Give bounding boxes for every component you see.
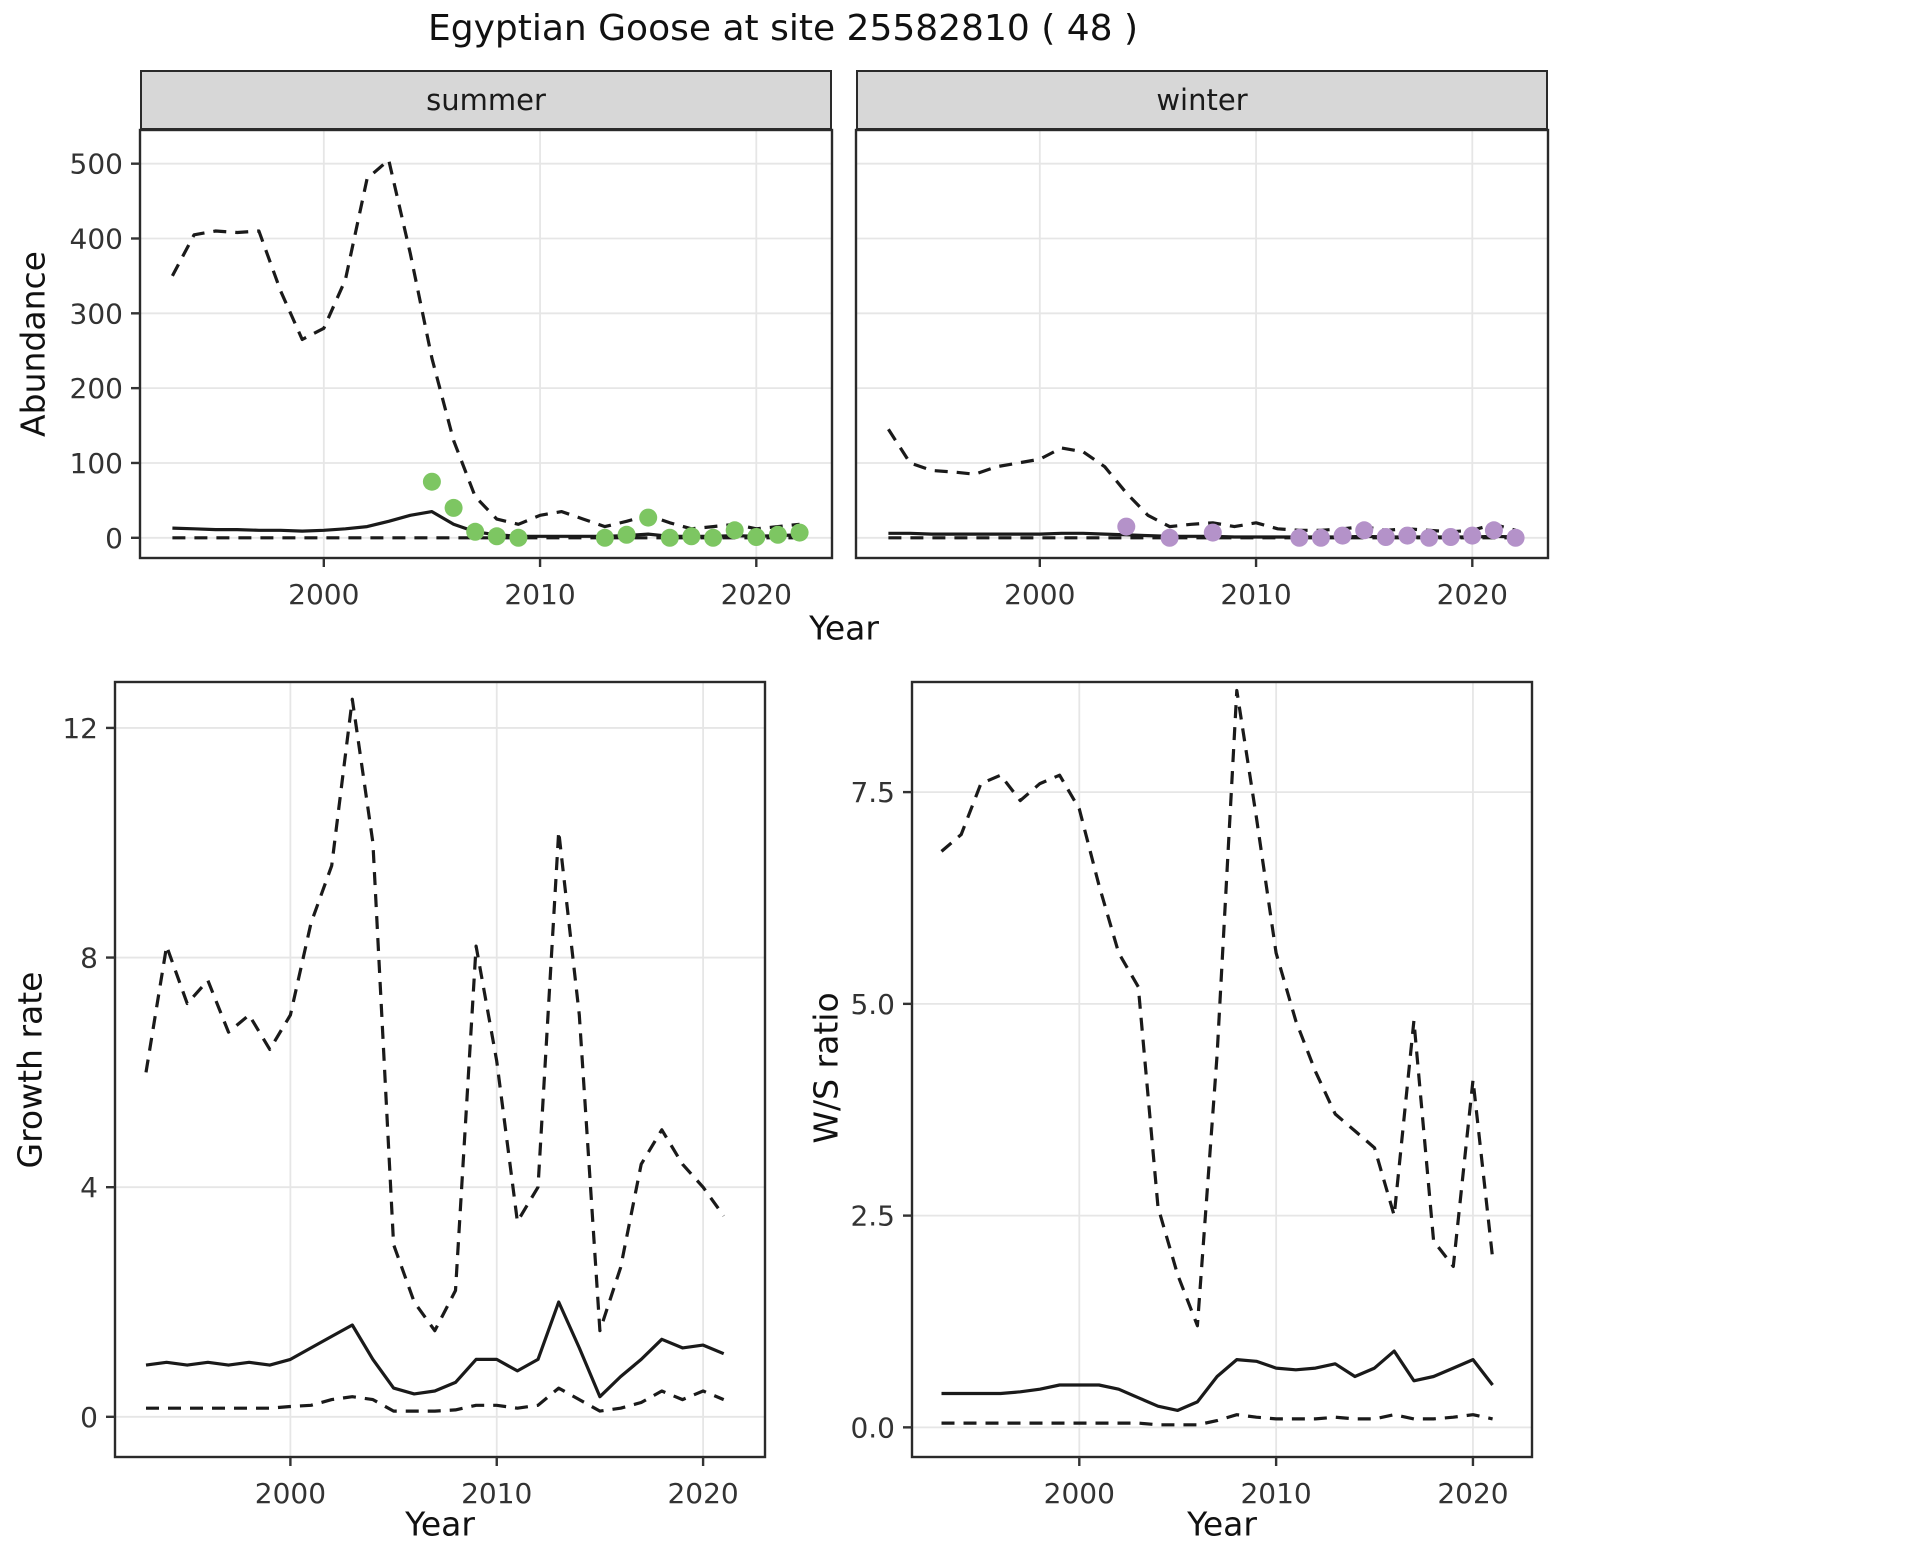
svg-text:2.5: 2.5 <box>850 1200 895 1233</box>
svg-text:2010: 2010 <box>504 578 575 611</box>
svg-text:2000: 2000 <box>1004 578 1075 611</box>
svg-text:7.5: 7.5 <box>850 776 895 809</box>
ws-ratio-axis-label: W/S ratio <box>806 992 846 1144</box>
svg-text:2010: 2010 <box>461 1477 532 1510</box>
svg-text:2010: 2010 <box>1240 1477 1311 1510</box>
svg-text:5.0: 5.0 <box>850 988 895 1021</box>
svg-text:2000: 2000 <box>288 578 359 611</box>
svg-text:2000: 2000 <box>1044 1477 1115 1510</box>
summer-abundance-plot: 2000 2010 2020 0 100 200 300 400 500 <box>70 128 834 611</box>
svg-text:2020: 2020 <box>1437 578 1508 611</box>
year-axis-label-top: Year <box>809 608 879 648</box>
svg-text:12: 12 <box>62 712 98 745</box>
svg-text:100: 100 <box>70 447 123 480</box>
year-axis-label-growth: Year <box>405 1504 475 1544</box>
svg-text:2000: 2000 <box>255 1477 326 1510</box>
svg-text:0: 0 <box>105 522 123 555</box>
svg-text:500: 500 <box>70 148 123 181</box>
svg-text:2020: 2020 <box>721 578 792 611</box>
svg-text:4: 4 <box>80 1171 98 1204</box>
svg-text:8: 8 <box>80 942 98 975</box>
svg-text:200: 200 <box>70 372 123 405</box>
chart-title: Egyptian Goose at site 25582810 ( 48 ) <box>427 8 1139 49</box>
svg-text:2020: 2020 <box>667 1477 738 1510</box>
svg-text:2010: 2010 <box>1220 578 1291 611</box>
facet-label-summer: summer <box>426 83 546 117</box>
growth-rate-plot: 2000 2010 2020 0 4 8 12 <box>62 680 767 1510</box>
winter-abundance-plot: 2000 2010 2020 <box>854 128 1550 611</box>
svg-text:2020: 2020 <box>1437 1477 1508 1510</box>
svg-text:400: 400 <box>70 222 123 255</box>
abundance-axis-label: Abundance <box>13 251 53 437</box>
facet-strip-winter: winter <box>856 70 1548 130</box>
facet-label-winter: winter <box>1156 83 1248 117</box>
year-axis-label-ws: Year <box>1187 1504 1257 1544</box>
svg-text:300: 300 <box>70 297 123 330</box>
svg-text:0: 0 <box>80 1401 98 1434</box>
growth-rate-axis-label: Growth rate <box>10 971 50 1169</box>
svg-text:0.0: 0.0 <box>850 1411 895 1444</box>
ws-ratio-plot: 2000 2010 2020 0.0 2.5 5.0 7.5 <box>850 680 1534 1510</box>
facet-strip-summer: summer <box>140 70 832 130</box>
